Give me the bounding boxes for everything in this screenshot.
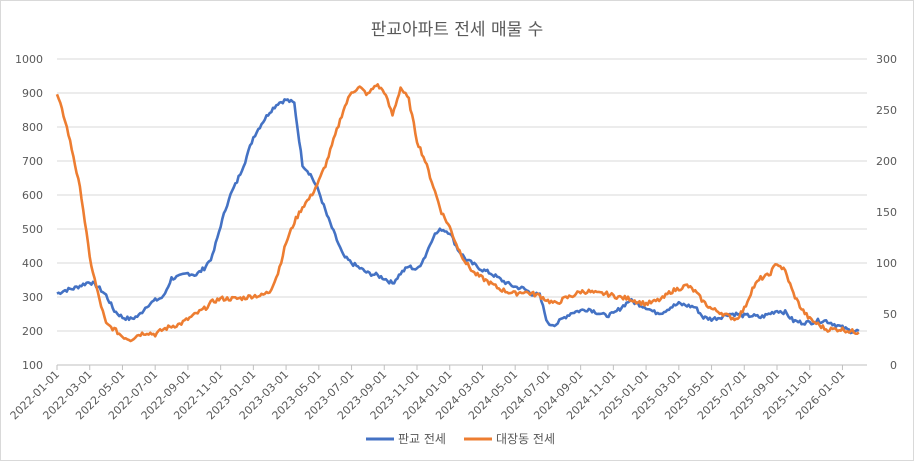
y-left-tick-label: 800 xyxy=(22,121,43,134)
legend[interactable]: 판교 전세 대장동 전세 xyxy=(366,432,555,446)
y-axis-right: 0 50 100 150 200 250 300 xyxy=(876,53,897,372)
series-line-pangyo xyxy=(56,98,860,335)
legend-label-daejang: 대장동 전세 xyxy=(496,432,555,446)
y-axis-left: 100 200 300 400 500 600 700 800 900 1000 xyxy=(15,53,43,372)
grid xyxy=(57,58,867,366)
y-left-tick-label: 900 xyxy=(22,87,43,100)
x-axis: 2022-01-012022-03-012022-05-012022-07-01… xyxy=(8,364,867,422)
y-right-tick-label: 250 xyxy=(876,104,897,117)
y-left-tick-label: 500 xyxy=(22,223,43,236)
legend-item-daejang[interactable]: 대장동 전세 xyxy=(464,432,555,446)
y-left-tick-label: 400 xyxy=(22,257,43,270)
y-left-tick-label: 600 xyxy=(22,189,43,202)
y-right-tick-label: 0 xyxy=(890,359,897,372)
y-left-tick-label: 1000 xyxy=(15,53,43,66)
y-right-tick-label: 100 xyxy=(876,257,897,270)
series-layer xyxy=(55,83,860,343)
y-left-tick-label: 100 xyxy=(22,359,43,372)
y-right-tick-label: 200 xyxy=(876,155,897,168)
y-right-tick-label: 150 xyxy=(876,206,897,219)
legend-label-pangyo: 판교 전세 xyxy=(398,432,446,446)
legend-item-pangyo[interactable]: 판교 전세 xyxy=(366,432,446,446)
y-right-tick-label: 50 xyxy=(883,308,897,321)
y-right-tick-label: 300 xyxy=(876,53,897,66)
y-left-tick-label: 300 xyxy=(22,291,43,304)
chart-title: 판교아파트 전세 매물 수 xyxy=(371,20,544,40)
y-left-tick-label: 200 xyxy=(22,325,43,338)
series-line-daejang xyxy=(55,83,860,343)
y-left-tick-label: 700 xyxy=(22,155,43,168)
